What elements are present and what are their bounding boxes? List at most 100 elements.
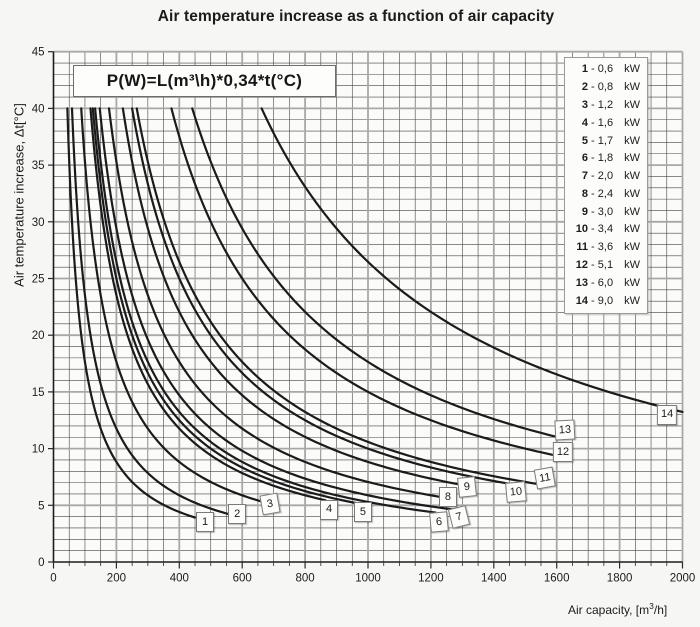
x-tick-label: 600: [233, 573, 252, 585]
legend-curve-number: 3: [581, 98, 588, 111]
legend-box: 1 - 0,6 kW 2 - 0,8 kW 3 - 1,2 kW 4 - 1,6 kW 5 - …: [564, 57, 648, 314]
legend-power-value: - 1,2: [588, 98, 614, 111]
legend-curve-number: 2: [581, 81, 588, 94]
legend-row-3: 3 - 1,2 kW: [568, 98, 640, 111]
legend-curve-number: 10: [575, 223, 588, 236]
legend-curve-number: 14: [575, 294, 588, 307]
legend-row-14: 14 - 9,0 kW: [568, 294, 640, 307]
legend-unit: kW: [624, 81, 640, 94]
curve-2: [70, 107, 231, 516]
curve-5: [91, 107, 362, 505]
legend-row-2: 2 - 0,8 kW: [568, 82, 640, 93]
legend-curve-number: 7: [581, 170, 588, 183]
legend-unit: kW: [624, 241, 640, 254]
legend-power-value: - 2,4: [588, 187, 614, 200]
curve-1: [66, 107, 197, 519]
x-axis-title-superscript: 3: [649, 601, 654, 611]
legend-power-value: - 0,8: [588, 81, 614, 94]
tick-marks: [48, 51, 684, 569]
legend-unit: kW: [624, 116, 640, 129]
x-axis-title-suffix: /h]: [653, 603, 668, 617]
y-tick-label: 0: [38, 557, 44, 569]
curve-label-8: 8: [438, 487, 457, 508]
legend-power-value: - 1,6: [588, 116, 614, 129]
legend-curve-number: 1: [581, 63, 588, 76]
curve-label-9: 9: [457, 476, 478, 499]
legend-curve-number: 9: [581, 205, 588, 218]
y-tick-label: 25: [32, 274, 45, 286]
x-tick-label: 1200: [418, 573, 444, 585]
x-tick-label: 200: [107, 573, 126, 585]
x-axis-title-prefix: Air capacity, [m: [568, 603, 650, 617]
legend-row-10: 10 - 3,4 kW: [568, 224, 640, 235]
curve-label-10: 10: [505, 480, 528, 503]
legend-unit: kW: [624, 187, 640, 200]
curve-label-6: 6: [429, 511, 449, 534]
x-tick-label: 1400: [481, 573, 507, 585]
y-tick-labels: 0 5 10 15 20 25 30 35 40 45: [32, 47, 45, 569]
curves: [66, 107, 684, 519]
legend-power-value: - 2,0: [588, 170, 614, 183]
legend-power-value: - 5,1: [588, 258, 614, 271]
curve-7: [98, 107, 458, 511]
legend-unit: kW: [624, 152, 640, 165]
legend-unit: kW: [624, 276, 640, 289]
legend-curve-number: 8: [581, 187, 588, 200]
x-tick-label: 1600: [544, 573, 570, 585]
x-axis-title: Air capacity, [m3/h]: [568, 601, 667, 617]
y-tick-label: 35: [32, 160, 45, 172]
y-tick-label: 45: [32, 47, 45, 59]
legend-unit: kW: [624, 170, 640, 183]
legend-curve-number: 13: [575, 276, 588, 289]
curve-6: [94, 107, 437, 514]
curve-11: [135, 107, 543, 486]
curve-10: [131, 107, 514, 486]
legend-curve-number: 4: [581, 116, 588, 129]
legend-curve-number: 11: [576, 241, 588, 254]
x-tick-label: 0: [50, 573, 56, 585]
curve-label-12: 12: [552, 442, 574, 462]
legend-unit: kW: [624, 223, 640, 236]
curve-label-4: 4: [320, 499, 338, 520]
legend-row-12: 12 - 5,1 kW: [568, 258, 640, 271]
legend-unit: kW: [624, 205, 640, 218]
curve-13: [191, 107, 563, 440]
legend-power-value: - 9,0: [588, 294, 614, 307]
curve-label-3: 3: [259, 492, 281, 516]
x-tick-label: 1800: [607, 573, 633, 585]
legend-power-value: - 3,4: [588, 223, 614, 236]
legend-row-6: 6 - 1,8 kW: [568, 153, 640, 164]
legend-curve-number: 6: [581, 152, 588, 165]
y-tick-label: 5: [38, 500, 44, 512]
legend-row-5: 5 - 1,7 kW: [568, 134, 640, 147]
legend-power-value: - 3,0: [588, 205, 614, 218]
formula-box: P(W)=L(m³\h)*0,34*t(°C): [73, 65, 336, 97]
legend-unit: kW: [624, 134, 640, 147]
legend-unit: kW: [624, 63, 640, 76]
curve-label-14: 14: [656, 404, 678, 425]
curve-12: [170, 107, 558, 457]
x-tick-labels: 0 200 400 600 800 1000 1200 1400 1600 1800 2000: [50, 573, 695, 585]
y-tick-label: 30: [32, 217, 45, 229]
legend-power-value: - 1,8: [588, 152, 614, 165]
y-tick-label: 40: [32, 103, 45, 115]
x-tick-label: 800: [296, 573, 315, 585]
x-tick-label: 1000: [355, 573, 381, 585]
x-tick-label: 2000: [670, 573, 696, 585]
curve-label-2: 2: [228, 504, 247, 525]
curve-4: [89, 107, 327, 502]
legend-unit: kW: [624, 294, 640, 307]
legend-power-value: - 6,0: [588, 276, 614, 289]
legend-unit: kW: [624, 98, 640, 111]
x-tick-label: 400: [170, 573, 189, 585]
legend-row-9: 9 - 3,0 kW: [568, 205, 640, 218]
legend-curve-number: 5: [581, 134, 588, 147]
legend-row-8: 8 - 2,4 kW: [568, 187, 640, 200]
legend-row-11: 11 - 3,6 kW: [568, 242, 640, 253]
legend-curve-number: 12: [575, 258, 588, 271]
y-tick-label: 20: [32, 330, 45, 342]
legend-row-4: 4 - 1,6 kW: [568, 116, 640, 129]
curve-label-1: 1: [196, 512, 215, 533]
curve-9: [121, 107, 466, 487]
